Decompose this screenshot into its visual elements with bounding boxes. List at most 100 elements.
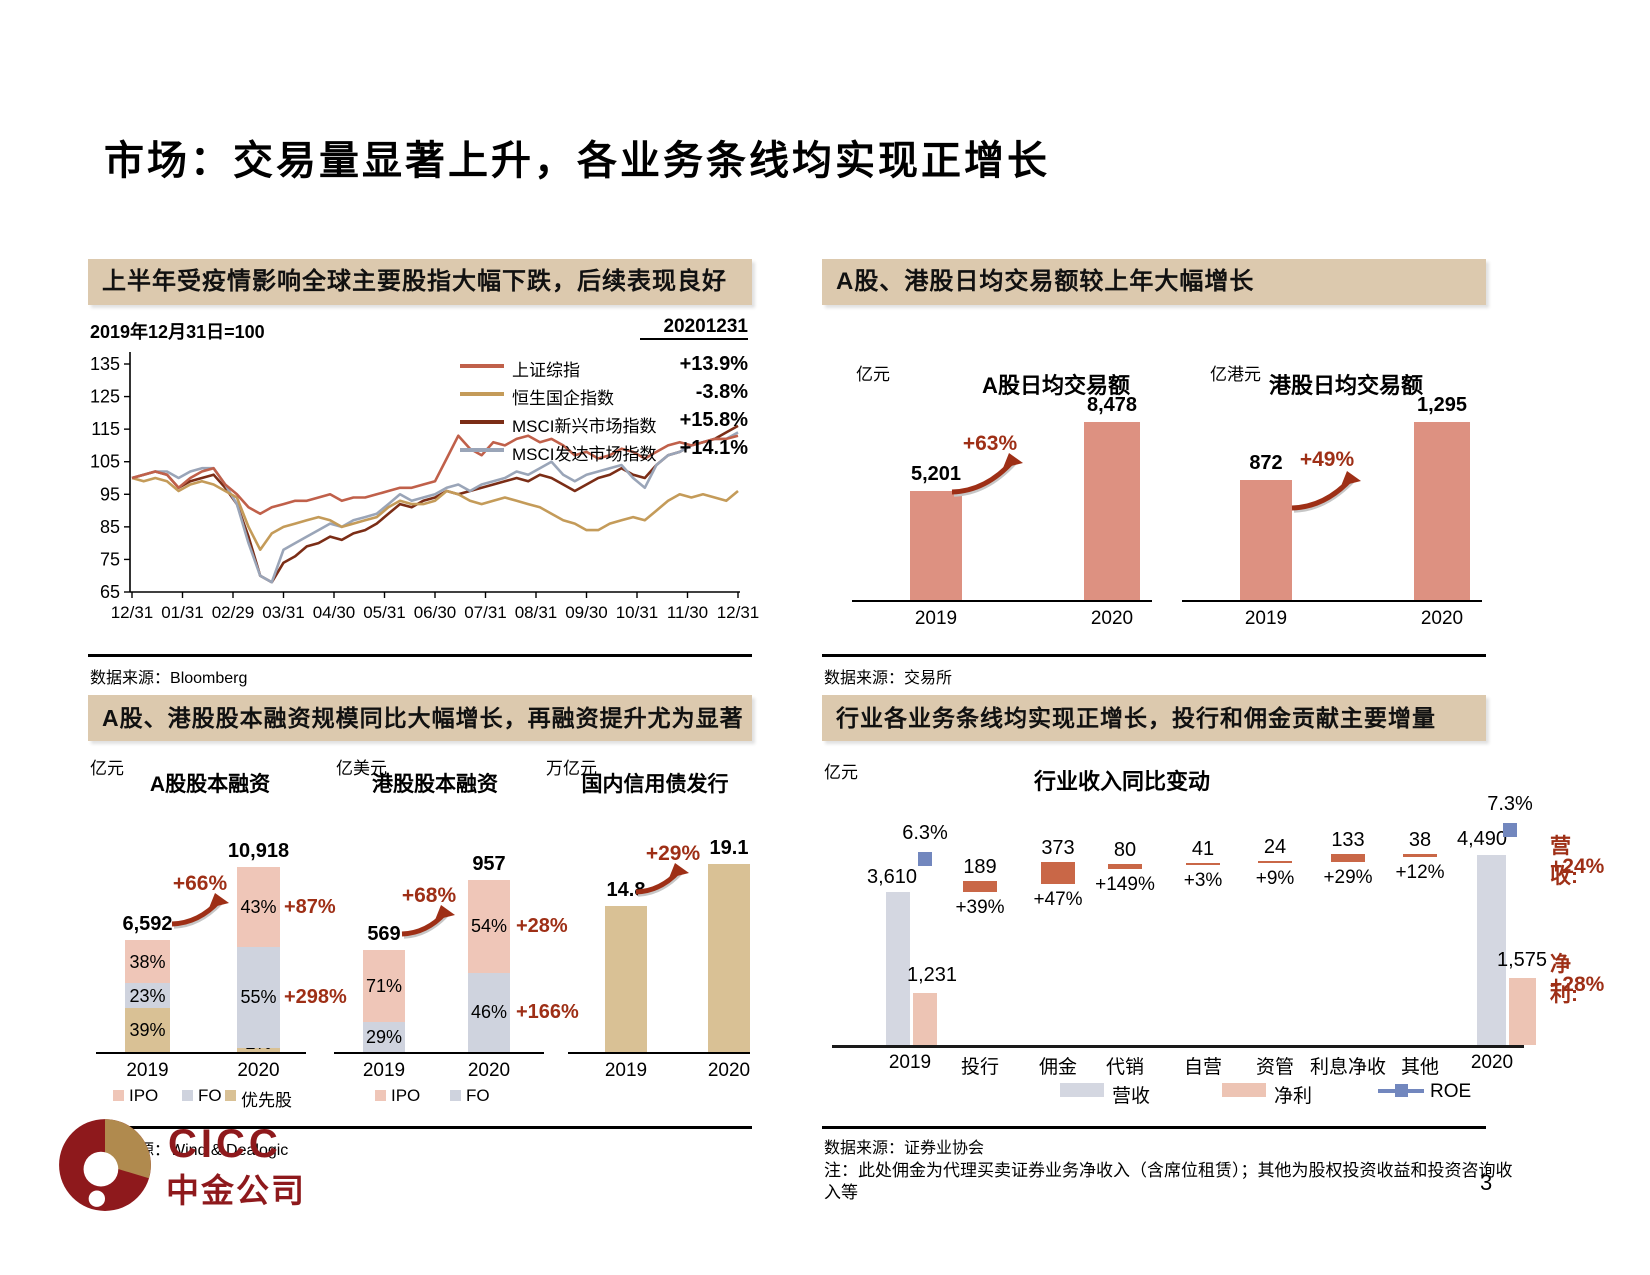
x-category-label: 2019 [914, 608, 958, 629]
panel-header-industry-revenue: 行业各业务条线均实现正增长，投行和佣金贡献主要增量 [822, 695, 1486, 741]
x-category-label: 利息净收 [1309, 1057, 1387, 1078]
bar-value-label: 5,201 [910, 462, 962, 485]
legend-series-name: 恒生国企指数 [512, 389, 614, 408]
legend-label: IPO [129, 1086, 159, 1105]
source-line: 数据来源：Bloomberg [90, 664, 247, 688]
legend-swatch-营收 [1060, 1083, 1104, 1097]
growth-arrow-icon [401, 905, 455, 939]
x-category-label: 投行 [960, 1057, 1000, 1078]
legend-series-name: 上证综指 [512, 361, 580, 380]
x-tick-label: 08/31 [515, 603, 558, 622]
x-tick-label: 12/31 [111, 603, 154, 622]
revenue-value-2020: 4,490 [1456, 828, 1508, 851]
unit-label: 亿元 [856, 365, 890, 384]
growth-arrow-icon [951, 453, 1023, 497]
legend-series-change: +15.8% [679, 409, 748, 431]
segment-growth-label: +166% [516, 1001, 579, 1024]
panel-header-global-indices: 上半年受疫情影响全球主要股指大幅下跌，后续表现良好 [88, 259, 752, 305]
x-tick-label: 03/31 [262, 603, 305, 622]
x-tick-label: 04/30 [313, 603, 356, 622]
logo-text-cn: 中金公司 [166, 1172, 306, 1209]
delta-value-label: 189 [963, 855, 997, 878]
bar-value-label: 872 [1249, 452, 1283, 475]
delta-bar-资管 [1258, 860, 1292, 864]
delta-value-label: 80 [1113, 838, 1137, 861]
segment-pct-label: 71% [365, 976, 403, 997]
stack-segment-IPO [125, 940, 170, 983]
growth-label: +49% [1299, 448, 1355, 471]
source-line: 数据来源：证券业协会 [824, 1134, 984, 1158]
segment-pct-label: 55% [240, 987, 277, 1008]
axis-baseline [1182, 600, 1482, 602]
delta-pct-label: +39% [955, 897, 1005, 919]
series-line-1 [131, 476, 739, 551]
bar-2020 [708, 864, 750, 1052]
x-tick-label: 09/30 [565, 603, 608, 622]
bar-value-label: 14.8 [606, 879, 646, 901]
divider [822, 1126, 1486, 1129]
y-tick-label: 105 [90, 452, 120, 472]
profit-value-2020: 1,575 [1496, 949, 1548, 972]
index-base-note: 2019年12月31日=100 [90, 322, 265, 342]
x-category-label: 2019 [362, 1060, 406, 1081]
legend-series-change: -3.8% [695, 381, 748, 403]
x-tick-label: 11/30 [667, 603, 708, 622]
delta-value-label: 373 [1041, 836, 1075, 859]
unit-label: 亿美元 [336, 759, 387, 778]
source-value: 交易所 [904, 670, 953, 687]
segment-pct-label: 43% [240, 896, 277, 917]
page-title: 市场：交易量显著上升，各业务条线均实现正增长 [104, 139, 1050, 183]
cicc-logo-icon [59, 1119, 151, 1211]
divider [88, 654, 752, 657]
stack-segment-优先股 [125, 1008, 170, 1052]
source-value: 证券业协会 [904, 1140, 985, 1157]
legend-label: FO [198, 1086, 222, 1105]
growth-arrow-icon [635, 863, 689, 897]
segment-growth-label: +87% [284, 895, 336, 918]
chart-title: 国内信用债发行 [581, 773, 729, 796]
revenue-growth-pct: +24% [1550, 855, 1605, 878]
delta-bar-佣金 [1041, 861, 1075, 885]
x-category-label: 其他 [1400, 1057, 1440, 1078]
segment-pct-label: 46% [470, 1002, 508, 1023]
legend-line-swatch [460, 392, 504, 396]
axis-baseline [832, 1045, 1524, 1048]
growth-label: +68% [401, 884, 457, 907]
chart-title: A股日均交易额 [982, 373, 1130, 398]
delta-pct-label: +47% [1033, 889, 1083, 911]
unit-label: 亿元 [824, 763, 858, 782]
legend-swatch-净利 [1222, 1083, 1266, 1097]
bar-2020 [1084, 422, 1140, 600]
segment-pct-label: 23% [129, 985, 166, 1006]
segment-growth-label: +28% [516, 915, 568, 938]
source-value: Wind & Dealogic [170, 1142, 289, 1159]
y-tick-label: 125 [90, 387, 120, 407]
x-category-label: 代销 [1105, 1057, 1145, 1078]
delta-bar-投行 [963, 880, 997, 893]
x-tick-label: 01/31 [161, 603, 204, 622]
legend-swatch-FO [182, 1090, 193, 1101]
panel-header-equity-financing: A股、港股股本融资规模同比大幅增长，再融资提升尤为显著 [88, 695, 752, 741]
x-tick-label: 06/30 [414, 603, 457, 622]
legend-swatch-FO [450, 1090, 461, 1101]
legend-swatch-优先股 [225, 1090, 236, 1101]
legend-label: 营收 [1112, 1086, 1151, 1107]
chart-title: 行业收入同比变动 [1033, 769, 1211, 794]
panel-daily-turnover: A股、港股日均交易额较上年大幅增长 数据来源：交易所 亿元 A股日均交易额 5,20… [822, 256, 1486, 692]
revenue-bar-2019 [886, 892, 910, 1045]
legend-series-name: MSCI发达市场指数 [512, 445, 657, 464]
x-tick-label: 05/31 [363, 603, 406, 622]
profit-bar-2020 [1509, 978, 1536, 1045]
axis-baseline [334, 1052, 544, 1054]
bar-value-label: 8,478 [1086, 394, 1138, 416]
bar-2019 [910, 490, 962, 600]
legend-line-swatch [460, 364, 504, 368]
chart-title: 港股日均交易额 [1268, 373, 1424, 398]
profit-bar-2019 [913, 992, 937, 1045]
delta-value-label: 24 [1263, 835, 1287, 858]
segment-growth-label: +298% [284, 986, 347, 1009]
bar-2019 [1240, 480, 1292, 600]
y-tick-label: 65 [100, 582, 120, 602]
x-category-label: 2020 [1090, 608, 1134, 629]
x-category-label: 2020 [1470, 1052, 1514, 1073]
